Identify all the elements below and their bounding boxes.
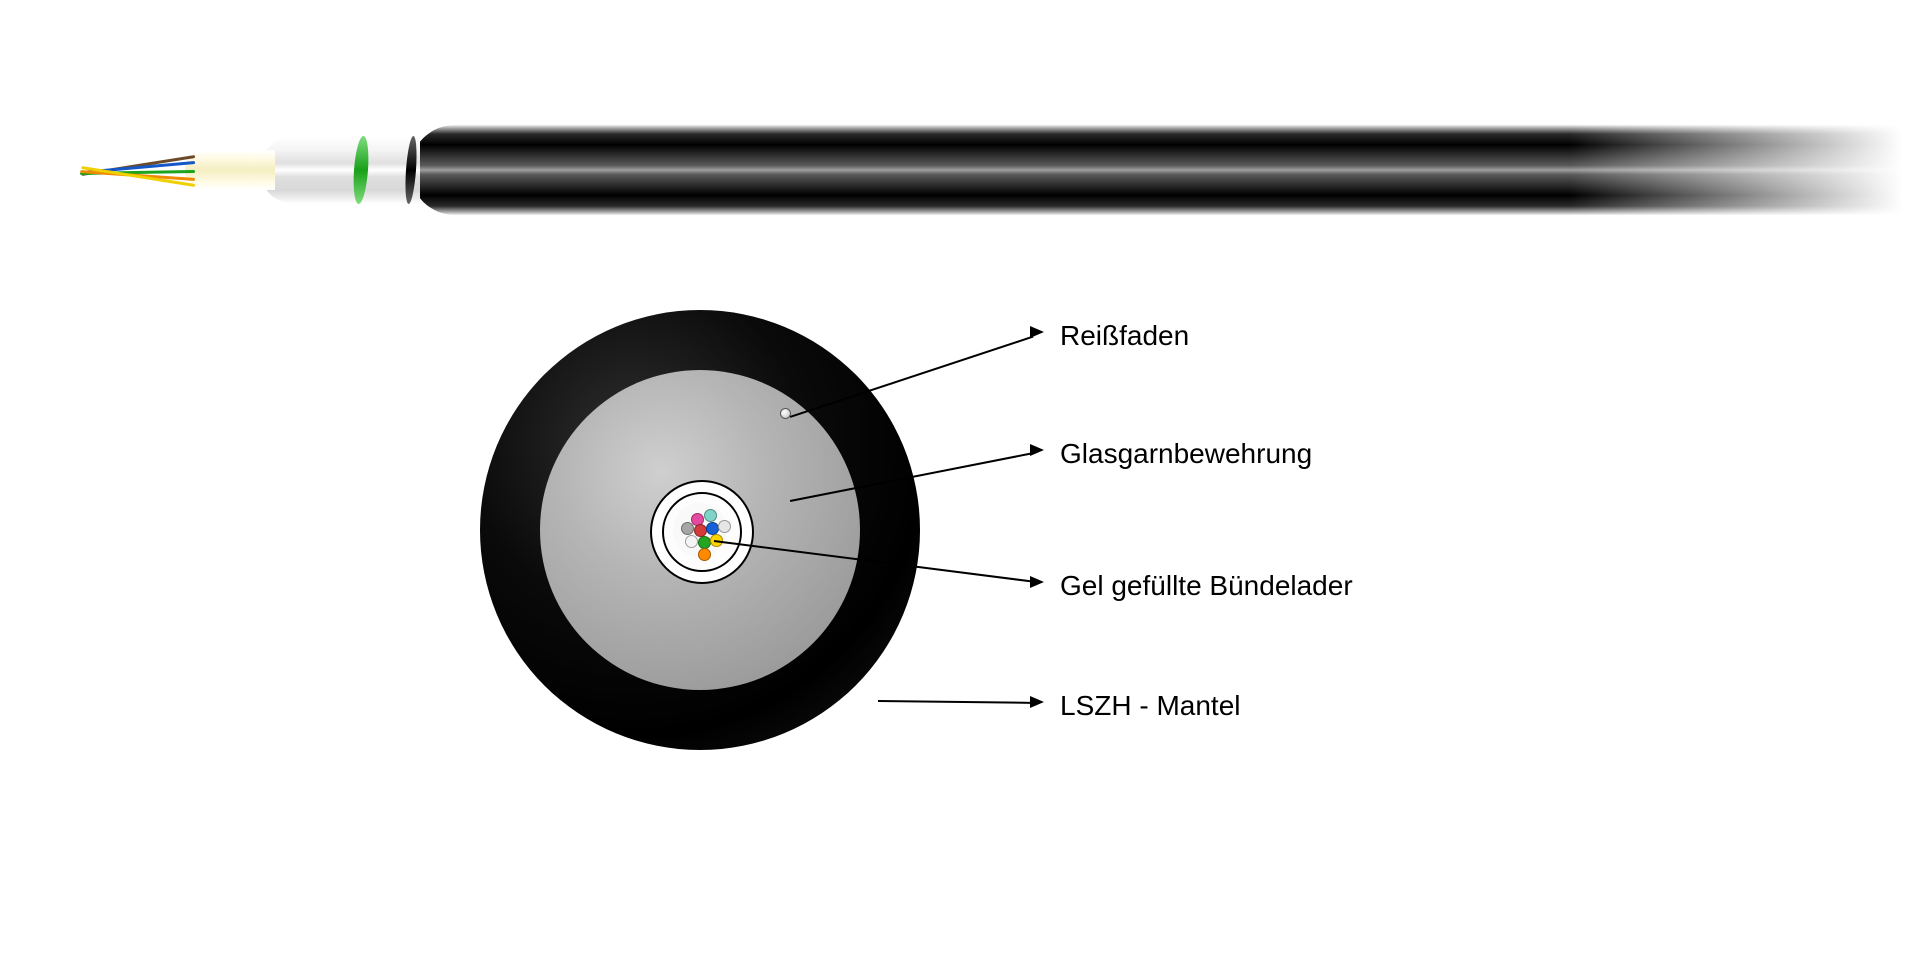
cs-fiber-dot: [704, 509, 717, 522]
label-gel_tube: Gel gefüllte Bündelader: [1060, 570, 1353, 602]
side-tape: [260, 136, 420, 204]
arrow-head-icon: [1030, 444, 1044, 456]
cs-fiber-dot: [698, 548, 711, 561]
cs-fiber-dot: [685, 535, 698, 548]
arrow-head-icon: [1030, 326, 1044, 338]
cs-fiber-dot: [681, 522, 694, 535]
side-core-tube: [185, 150, 275, 190]
arrow-head-icon: [1030, 576, 1044, 588]
cable-cross-section: [480, 310, 920, 750]
label-ripcord: Reißfaden: [1060, 320, 1189, 352]
diagram-canvas: Reißfaden Glasgarnbewehrung Gel gefüllte B…: [0, 0, 1920, 960]
label-jacket: LSZH - Mantel: [1060, 690, 1241, 722]
cable-side-view: [80, 125, 1920, 215]
side-jacket: [410, 125, 1920, 215]
cs-fiber-dot: [718, 520, 731, 533]
arrow-head-icon: [1030, 696, 1044, 708]
label-glass_yarn: Glasgarnbewehrung: [1060, 438, 1312, 470]
